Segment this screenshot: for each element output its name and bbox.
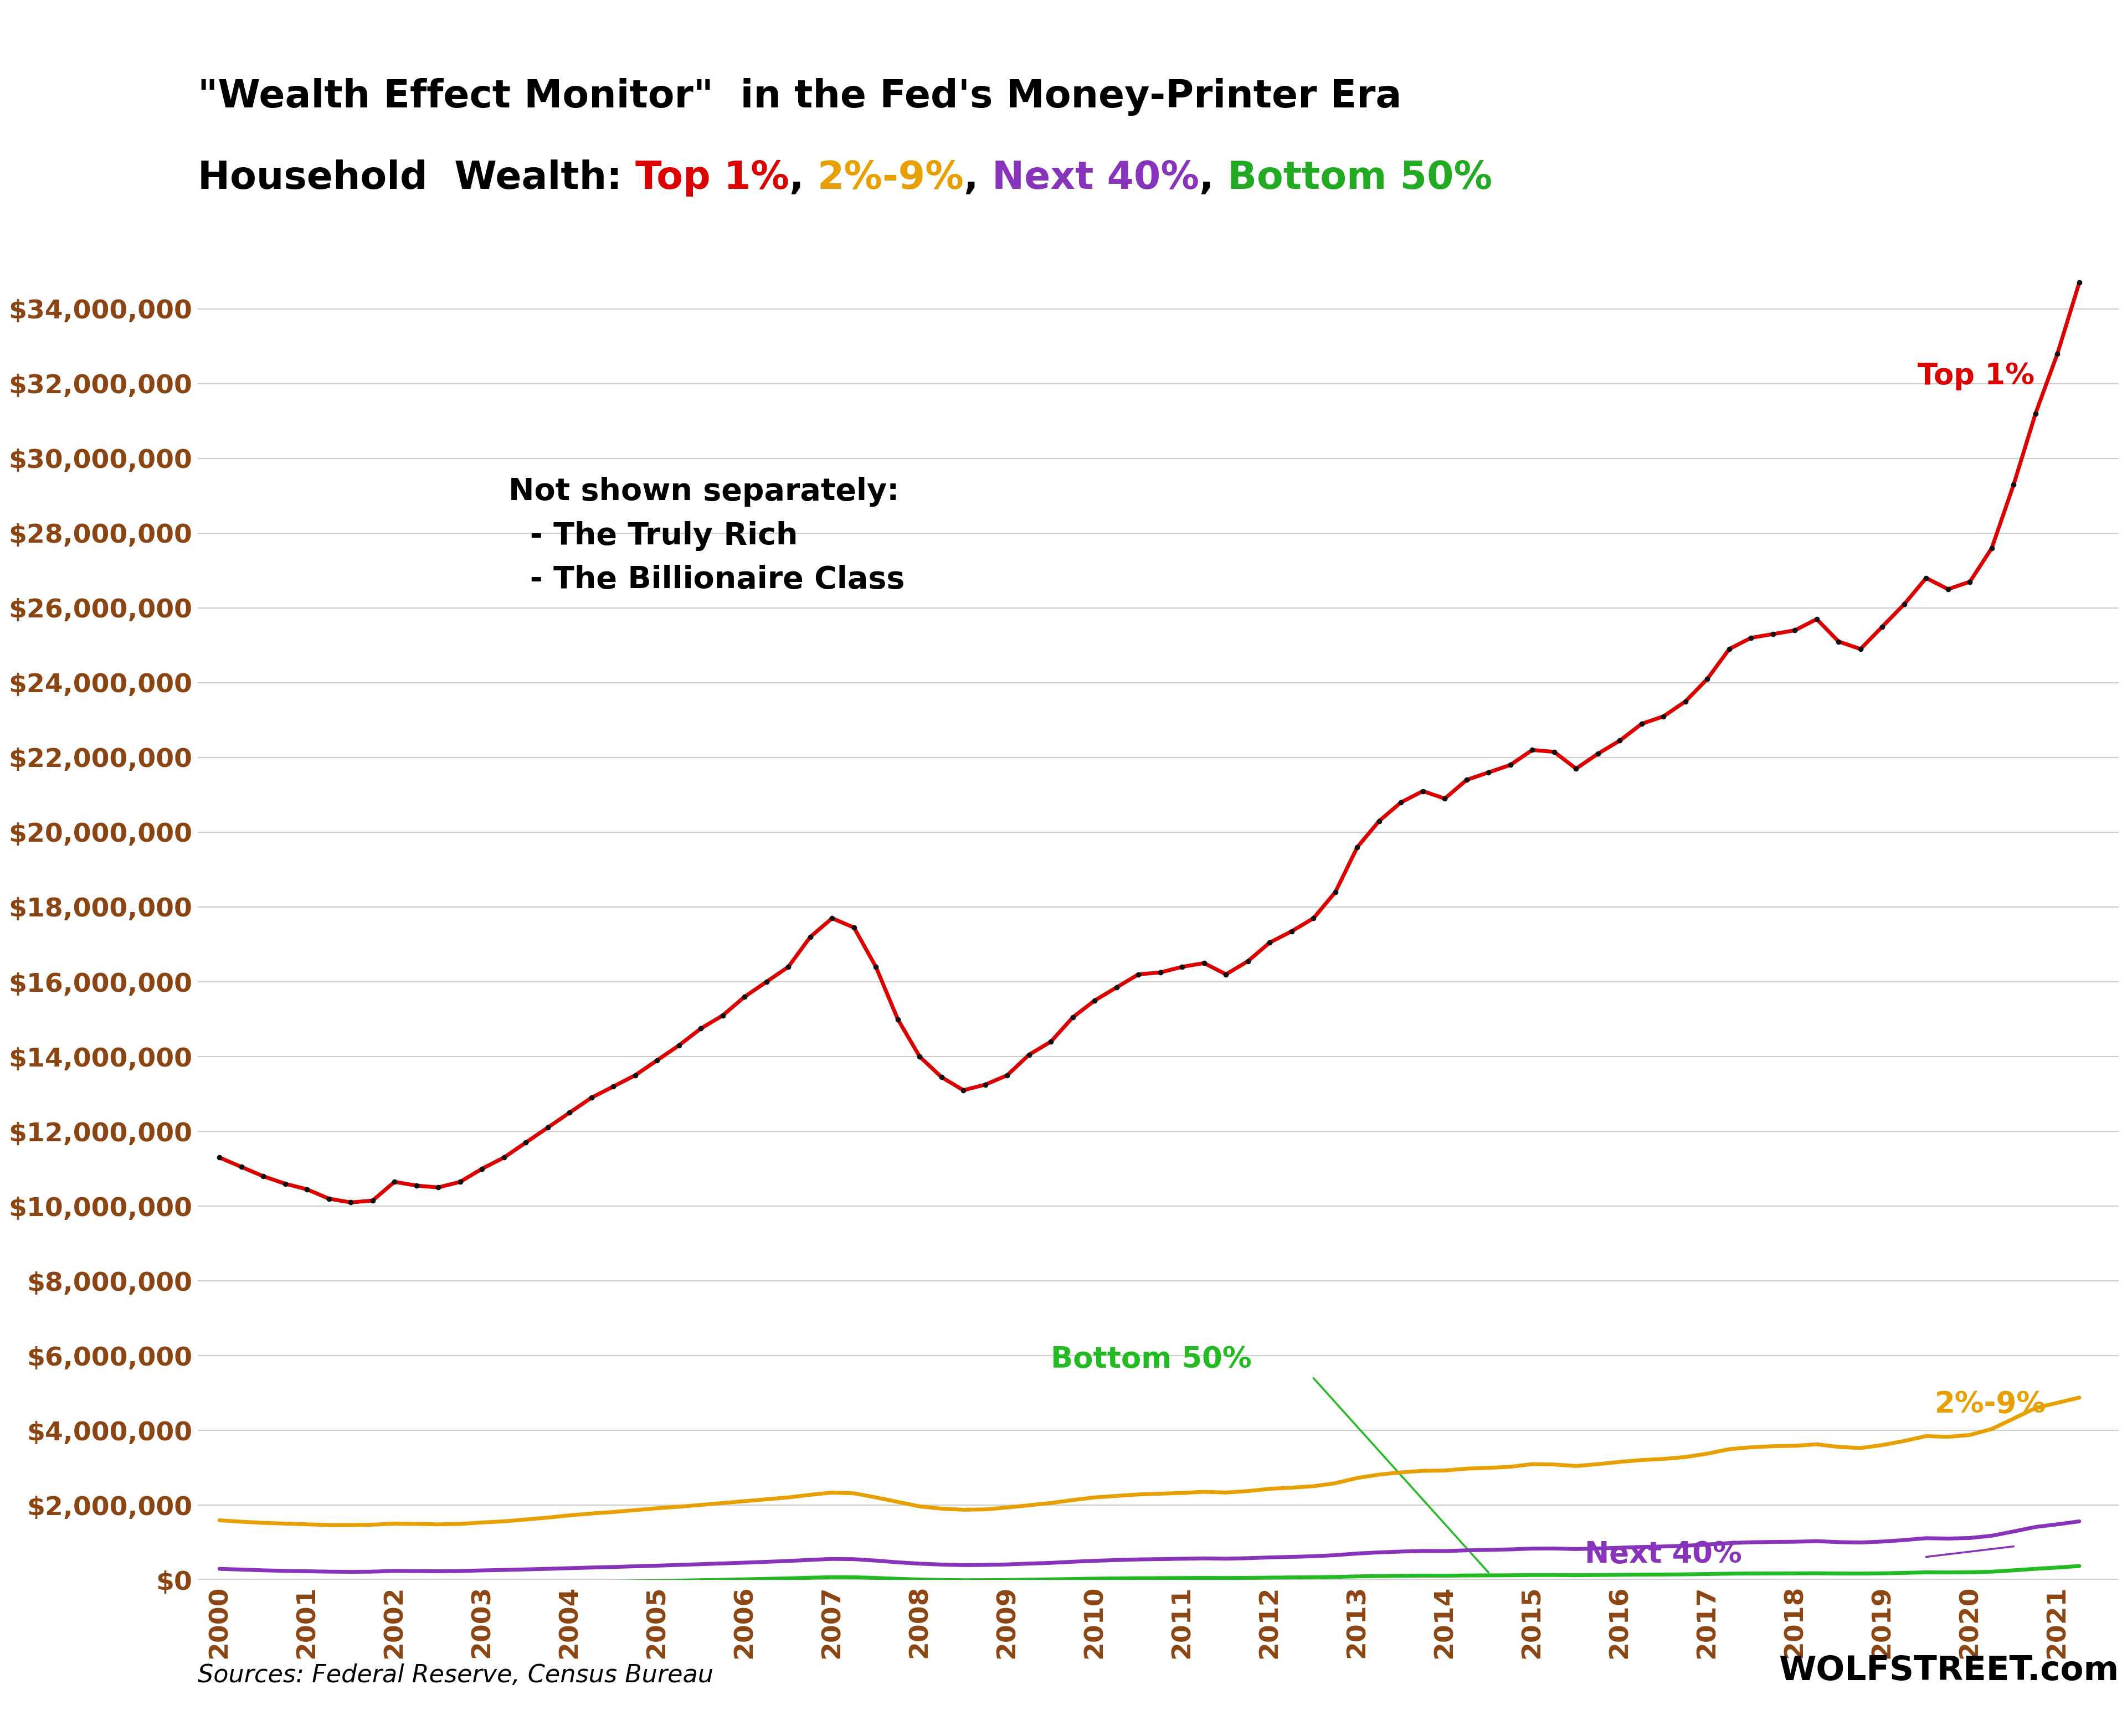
Text: Sources: Federal Reserve, Census Bureau: Sources: Federal Reserve, Census Bureau: [198, 1663, 713, 1687]
Text: ,: ,: [964, 160, 991, 196]
Text: 2%-9%: 2%-9%: [817, 160, 964, 196]
Text: Bottom 50%: Bottom 50%: [1227, 160, 1493, 196]
Text: ,: ,: [1200, 160, 1227, 196]
Text: Bottom 50%: Bottom 50%: [1051, 1345, 1253, 1373]
Text: Not shown separately:
  - The Truly Rich
  - The Billionaire Class: Not shown separately: - The Truly Rich -…: [508, 477, 904, 595]
Text: Top 1%: Top 1%: [1916, 361, 2033, 391]
Text: "Wealth Effect Monitor"  in the Fed's Money-Printer Era: "Wealth Effect Monitor" in the Fed's Mon…: [198, 78, 1402, 116]
Text: Household  Wealth:: Household Wealth:: [198, 160, 636, 196]
Text: WOLFSTREET.com: WOLFSTREET.com: [1778, 1654, 2118, 1687]
Text: Next 40%: Next 40%: [1585, 1540, 1742, 1569]
Text: ,: ,: [789, 160, 817, 196]
Text: Top 1%: Top 1%: [636, 160, 789, 196]
Text: Next 40%: Next 40%: [991, 160, 1200, 196]
Text: 2%-9%: 2%-9%: [1936, 1391, 2046, 1418]
